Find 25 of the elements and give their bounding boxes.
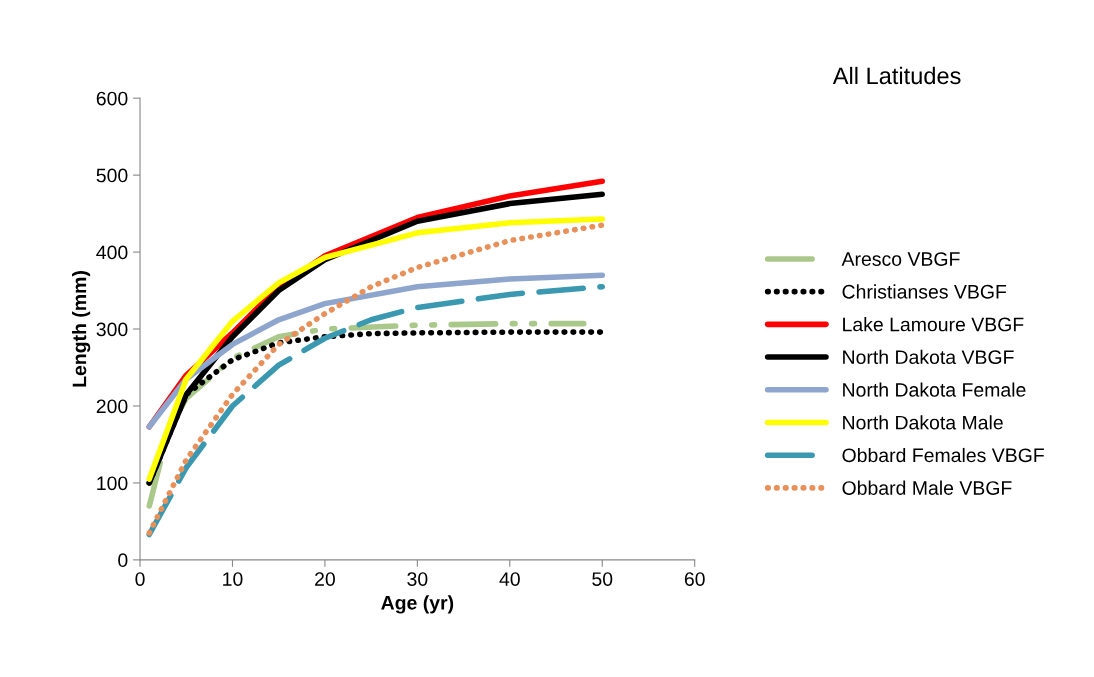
legend-label: Obbard Females VBGF (842, 447, 1044, 463)
x-tick-label: 40 (499, 572, 520, 586)
y-axis-title: Length (mm) (72, 271, 91, 387)
x-axis-title: Age (yr) (381, 595, 454, 614)
x-tick-label: 60 (684, 572, 705, 586)
y-tick-label: 400 (96, 245, 128, 260)
x-tick-label: 20 (315, 572, 335, 586)
legend-label: Aresco VBGF (841, 252, 960, 266)
legend-label: Christianses VBGF (842, 284, 1007, 299)
legend-label: North Dakota Male (843, 415, 1003, 430)
x-tick-label: 10 (223, 572, 243, 586)
x-tick-label: 0 (135, 572, 145, 586)
y-tick-label: 600 (96, 91, 128, 106)
legend-label: Lake Lamoure VBGF (843, 317, 1024, 332)
y-tick-label: 500 (96, 168, 128, 183)
legend-label: North Dakota Female (843, 382, 1026, 397)
y-tick-label: 100 (97, 476, 128, 491)
y-tick-label: 300 (96, 322, 128, 337)
y-tick-label: 0 (118, 553, 128, 568)
x-tick-label: 30 (407, 572, 428, 586)
legend-label: North Dakota VBGF (843, 349, 1014, 365)
legend-label: Obbard Male VBGF (842, 480, 1012, 495)
text: All Latitudes (832, 66, 961, 85)
y-tick-label: 200 (96, 399, 128, 414)
x-tick-label: 50 (592, 572, 613, 586)
